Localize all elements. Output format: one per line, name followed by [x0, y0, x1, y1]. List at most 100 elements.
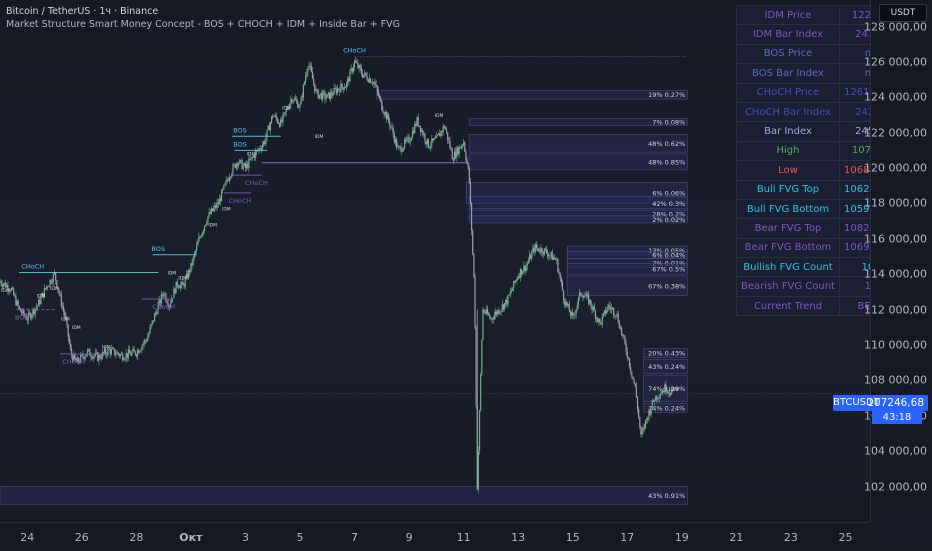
candle-body: [661, 390, 664, 394]
candle-body: [466, 159, 468, 164]
candle-body: [341, 83, 343, 88]
candle-body: [456, 147, 458, 158]
price-tick: 112 000,00: [864, 303, 927, 317]
candle-body: [265, 137, 267, 144]
candle-body: [23, 309, 25, 315]
candle-body: [128, 349, 131, 354]
candle-body: [43, 288, 45, 298]
price-tick: 126 000,00: [864, 55, 927, 69]
price-chart[interactable]: 19% 0.27% 7% 0.08% 48% 0.62% 48% 0.85% 6% 0.…: [0, 0, 870, 522]
candle-body: [243, 163, 245, 166]
candle-body: [110, 348, 112, 354]
candle-body: [652, 400, 655, 402]
candle-body: [382, 109, 384, 113]
candle-body: [649, 410, 651, 415]
candle-body: [401, 150, 403, 152]
candle-body: [151, 320, 153, 325]
info-label: CHoCH Bar Index: [736, 101, 840, 123]
candle-body: [586, 294, 589, 295]
candle-body: [457, 147, 459, 155]
candle-body: [132, 349, 134, 353]
candle-body: [550, 251, 552, 256]
candle-body: [631, 371, 633, 377]
candle-body: [255, 151, 257, 158]
candle-body: [123, 359, 125, 361]
candle-body: [575, 309, 577, 315]
currency-button[interactable]: USDT: [879, 4, 927, 22]
candle-body: [520, 269, 523, 275]
candle-body: [109, 349, 111, 354]
candle-body: [390, 126, 392, 127]
candle-body: [292, 101, 294, 102]
candle-body: [206, 222, 208, 225]
candle-body: [384, 112, 386, 115]
candle-body: [566, 301, 568, 306]
candle-body: [90, 355, 92, 358]
fvg-label: 43% 0.91%: [648, 492, 685, 500]
candle-body: [295, 99, 298, 102]
last-price-label: BTCUSDT 107246,68: [833, 395, 928, 411]
time-axis[interactable]: 24 26 28 Окт 3 5 7 9 11 13 15 17 19 21 23 25: [0, 522, 870, 551]
fvg-label: 43% 0.24%: [648, 363, 685, 371]
candle-body: [93, 355, 95, 357]
candle-body: [227, 180, 230, 181]
candle-body: [418, 125, 420, 127]
candle-body: [445, 129, 448, 133]
candle-body: [557, 259, 559, 273]
candle-body: [515, 279, 517, 283]
candle-body: [484, 312, 486, 314]
candle-body: [603, 310, 606, 313]
candle-body: [491, 318, 493, 320]
candle-body: [406, 138, 408, 141]
candle-body: [73, 354, 75, 361]
candle-body: [157, 304, 159, 314]
candle-body: [24, 314, 26, 317]
candle-body: [436, 134, 439, 136]
candle-body: [113, 348, 115, 350]
candle-body: [68, 336, 70, 344]
candle-body: [91, 357, 93, 359]
candle-body: [74, 354, 76, 359]
idm-label: IDM: [50, 286, 59, 292]
candle-body: [64, 311, 66, 317]
candle-body: [51, 282, 53, 283]
time-tick: 28: [129, 531, 144, 544]
candle-body: [76, 357, 78, 363]
candle-body: [633, 378, 635, 384]
candle-body: [291, 99, 293, 102]
candle-body: [172, 298, 174, 299]
candle-body: [307, 67, 309, 73]
indicator-title[interactable]: Market Structure Smart Money Concept - B…: [6, 19, 400, 30]
candle-body: [539, 251, 541, 253]
structure-label: BOS: [15, 314, 29, 322]
candle-body: [207, 216, 209, 223]
candle-body: [245, 164, 248, 169]
candle-body: [215, 205, 217, 208]
candle-body: [425, 141, 427, 145]
candle-body: [438, 133, 440, 135]
candle-body: [127, 349, 130, 358]
candle-body: [422, 129, 424, 135]
candle-body: [623, 335, 625, 337]
candle-body: [489, 315, 491, 318]
candle-body: [502, 304, 505, 310]
candle-body: [377, 91, 380, 97]
candle-body: [233, 164, 235, 165]
candle-body: [470, 202, 473, 231]
candle-body: [140, 349, 142, 351]
candle-body: [591, 306, 593, 310]
candle-body: [473, 253, 475, 277]
candle-body: [640, 426, 642, 435]
candle-body: [369, 78, 372, 83]
last-price-value: 107246,68: [867, 397, 924, 409]
fvg-label: 74% 0.24%: [648, 404, 685, 412]
candle-body: [618, 322, 620, 329]
candle-body: [361, 73, 364, 78]
candle-body: [490, 317, 492, 319]
time-tick: 25: [838, 531, 853, 544]
candle-body: [182, 282, 184, 285]
candle-body: [352, 67, 355, 72]
candle-body: [349, 70, 351, 82]
candle-body: [175, 281, 177, 294]
